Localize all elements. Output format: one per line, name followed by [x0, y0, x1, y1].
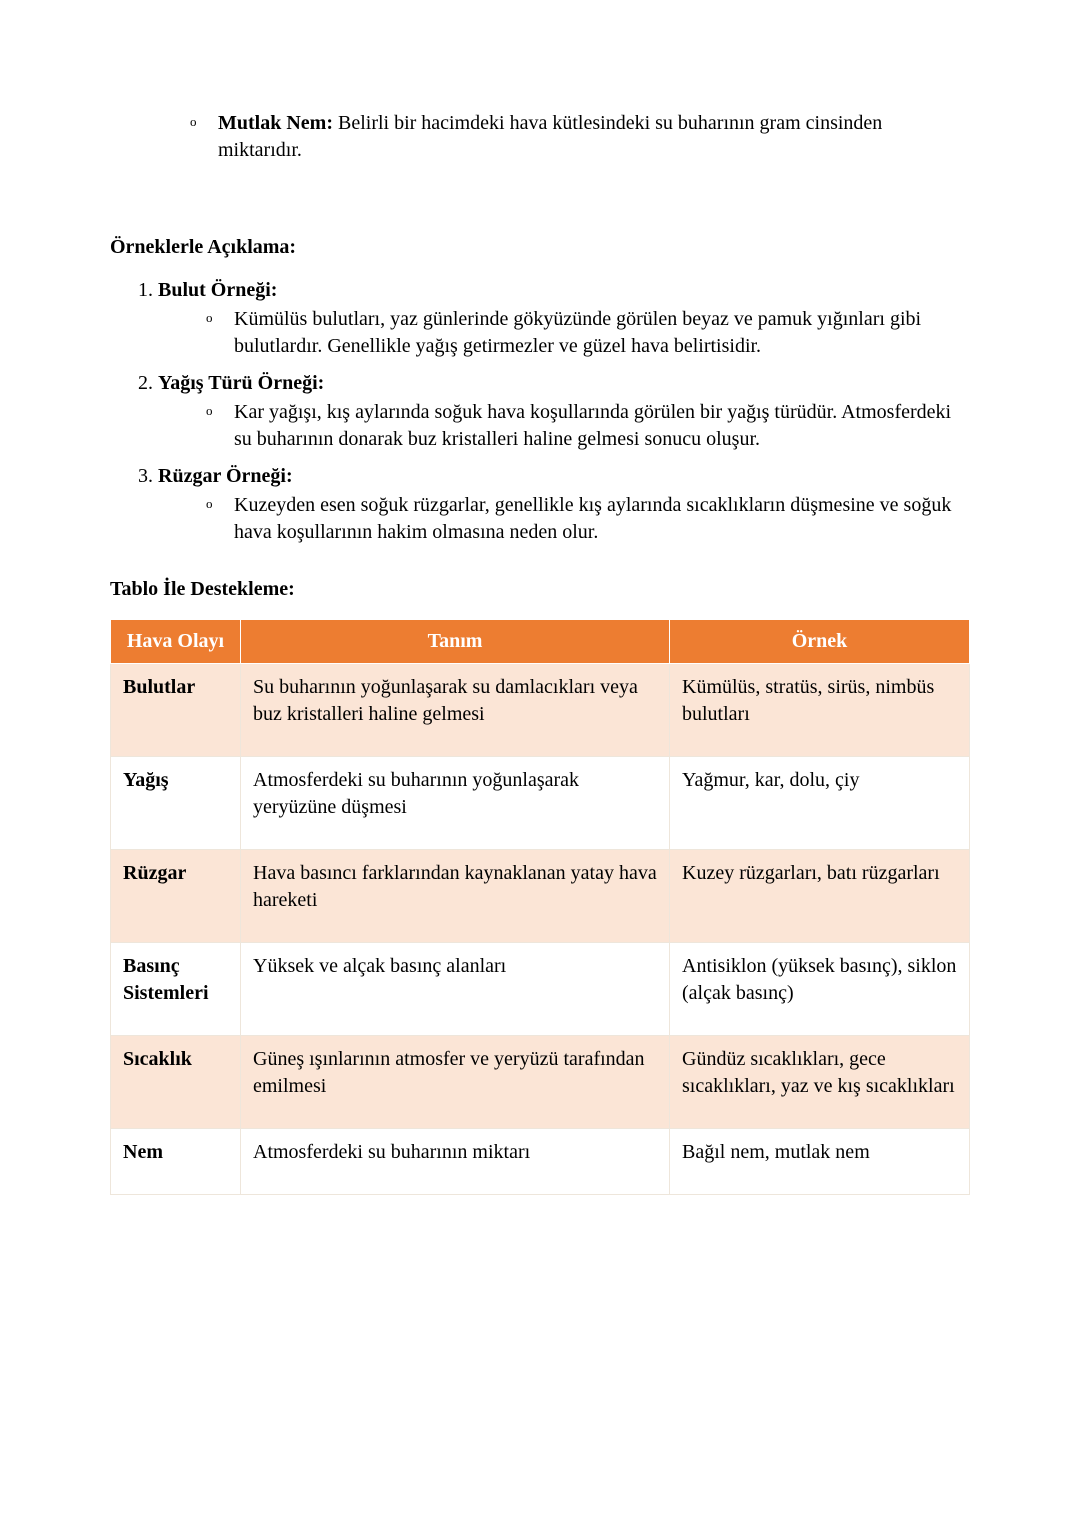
table-title: Tablo İle Destekleme: — [110, 576, 970, 603]
example-1-text: Kümülüs bulutları, yaz günlerinde gökyüz… — [234, 306, 970, 360]
cell-def: Atmosferdeki su buharının miktarı — [241, 1129, 670, 1195]
cell-event: Bulutlar — [111, 664, 241, 757]
example-item-3: Rüzgar Örneği: o Kuzeyden esen soğuk rüz… — [158, 463, 970, 546]
cell-ex: Gündüz sıcaklıkları, gece sıcaklıkları, … — [670, 1036, 970, 1129]
weather-table: Hava Olayı Tanım Örnek Bulutlar Su buhar… — [110, 619, 970, 1195]
col-header-ex: Örnek — [670, 620, 970, 664]
cell-def: Su buharının yoğunlaşarak su damlacıklar… — [241, 664, 670, 757]
example-item-1: Bulut Örneği: o Kümülüs bulutları, yaz g… — [158, 277, 970, 360]
table-row: Nem Atmosferdeki su buharının miktarı Ba… — [111, 1129, 970, 1195]
cell-ex: Yağmur, kar, dolu, çiy — [670, 757, 970, 850]
cell-event: Nem — [111, 1129, 241, 1195]
top-subitem: o Mutlak Nem: Belirli bir hacimdeki hava… — [190, 110, 970, 164]
table-body: Bulutlar Su buharının yoğunlaşarak su da… — [111, 664, 970, 1195]
bullet-marker: o — [190, 110, 218, 135]
example-3-title: Rüzgar Örneği: — [158, 465, 293, 487]
table-row: Sıcaklık Güneş ışınlarının atmosfer ve y… — [111, 1036, 970, 1129]
bullet-marker: o — [206, 399, 234, 424]
top-subitem-label: Mutlak Nem: — [218, 112, 333, 134]
cell-ex: Kümülüs, stratüs, sirüs, nimbüs bulutlar… — [670, 664, 970, 757]
cell-def: Yüksek ve alçak basınç alanları — [241, 943, 670, 1036]
table-row: Yağış Atmosferdeki su buharının yoğunlaş… — [111, 757, 970, 850]
example-1-sub: o Kümülüs bulutları, yaz günlerinde göky… — [206, 306, 970, 360]
cell-event: Rüzgar — [111, 850, 241, 943]
document-page: o Mutlak Nem: Belirli bir hacimdeki hava… — [0, 0, 1080, 1527]
table-head: Hava Olayı Tanım Örnek — [111, 620, 970, 664]
cell-event: Sıcaklık — [111, 1036, 241, 1129]
example-3-sub: o Kuzeyden esen soğuk rüzgarlar, genelli… — [206, 492, 970, 546]
example-1-title: Bulut Örneği: — [158, 279, 277, 301]
cell-def: Atmosferdeki su buharının yoğunlaşarak y… — [241, 757, 670, 850]
cell-def: Hava basıncı farklarından kaynaklanan ya… — [241, 850, 670, 943]
top-subitem-text: Mutlak Nem: Belirli bir hacimdeki hava k… — [218, 110, 970, 164]
example-2-text: Kar yağışı, kış aylarında soğuk hava koş… — [234, 399, 970, 453]
col-header-event: Hava Olayı — [111, 620, 241, 664]
cell-ex: Antisiklon (yüksek basınç), siklon (alça… — [670, 943, 970, 1036]
table-row: Rüzgar Hava basıncı farklarından kaynakl… — [111, 850, 970, 943]
example-3-text: Kuzeyden esen soğuk rüzgarlar, genellikl… — [234, 492, 970, 546]
table-row: Basınç Sistemleri Yüksek ve alçak basınç… — [111, 943, 970, 1036]
example-item-2: Yağış Türü Örneği: o Kar yağışı, kış ayl… — [158, 370, 970, 453]
cell-ex: Bağıl nem, mutlak nem — [670, 1129, 970, 1195]
examples-list: Bulut Örneği: o Kümülüs bulutları, yaz g… — [110, 277, 970, 546]
col-header-def: Tanım — [241, 620, 670, 664]
bullet-marker: o — [206, 306, 234, 331]
cell-def: Güneş ışınlarının atmosfer ve yeryüzü ta… — [241, 1036, 670, 1129]
bullet-marker: o — [206, 492, 234, 517]
table-row: Bulutlar Su buharının yoğunlaşarak su da… — [111, 664, 970, 757]
examples-title: Örneklerle Açıklama: — [110, 234, 970, 261]
cell-event: Yağış — [111, 757, 241, 850]
cell-ex: Kuzey rüzgarları, batı rüzgarları — [670, 850, 970, 943]
example-2-title: Yağış Türü Örneği: — [158, 372, 324, 394]
example-2-sub: o Kar yağışı, kış aylarında soğuk hava k… — [206, 399, 970, 453]
cell-event: Basınç Sistemleri — [111, 943, 241, 1036]
